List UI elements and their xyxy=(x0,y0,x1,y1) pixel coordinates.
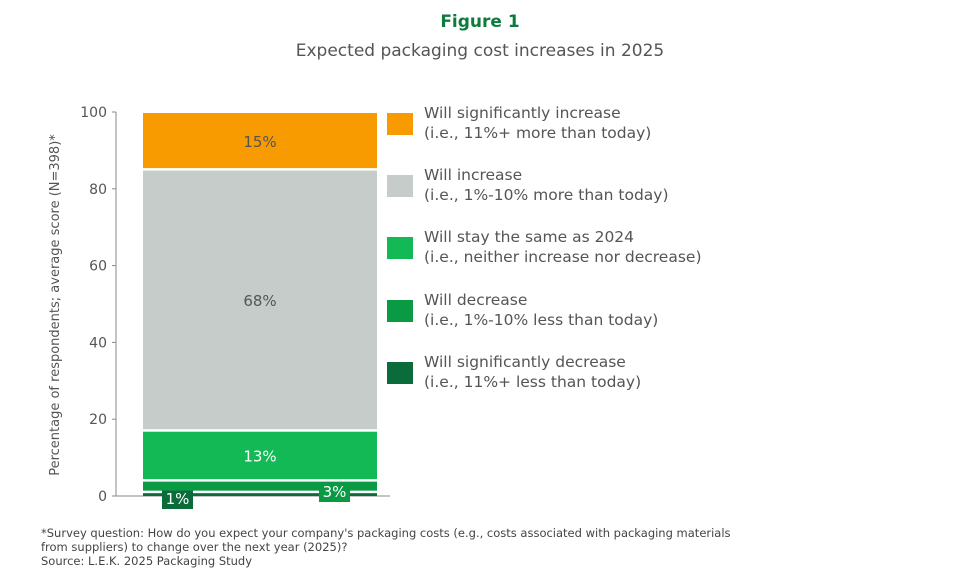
legend-sublabel: (i.e., neither increase nor decrease) xyxy=(424,248,702,266)
data-label: 1% xyxy=(166,490,190,508)
bar-segment xyxy=(143,113,377,169)
y-tick-label: 60 xyxy=(89,259,107,275)
y-tick-label: 80 xyxy=(89,182,107,198)
figure-label: Figure 1 xyxy=(440,12,519,32)
legend-item: Will stay the same as 2024 (i.e., neither… xyxy=(387,228,702,266)
data-label: 3% xyxy=(323,483,347,501)
y-axis-label: Percentage of respondents; average score… xyxy=(48,134,63,476)
data-label: 15% xyxy=(243,133,276,151)
source-note: Source: L.E.K. 2025 Packaging Study xyxy=(41,554,252,568)
y-tick-label: 20 xyxy=(89,412,107,428)
data-label-box xyxy=(162,489,193,509)
legend-swatch xyxy=(387,362,413,384)
legend-item: Will increase (i.e., 1%-10% more than tod… xyxy=(387,166,669,204)
footnote-line-2: from suppliers) to change over the next … xyxy=(41,540,347,554)
legend-swatch xyxy=(387,175,413,197)
legend-swatch xyxy=(387,113,413,135)
bar-segment xyxy=(143,431,377,480)
data-label: 68% xyxy=(243,292,276,310)
data-label: 13% xyxy=(243,448,276,466)
legend-sublabel: (i.e., 1%-10% more than today) xyxy=(424,186,669,204)
y-tick-label: 0 xyxy=(98,489,107,505)
legend-item: Will decrease (i.e., 1%-10% less than tod… xyxy=(387,291,658,329)
data-label-box xyxy=(319,482,350,502)
legend-label: Will significantly decrease xyxy=(424,353,626,371)
legend-label: Will significantly increase xyxy=(424,104,621,122)
legend-sublabel: (i.e., 1%-10% less than today) xyxy=(424,311,658,329)
legend-swatch xyxy=(387,300,413,322)
legend-label: Will increase xyxy=(424,166,522,184)
y-tick-label: 40 xyxy=(89,335,107,351)
bar-segment xyxy=(143,493,377,496)
legend-label: Will stay the same as 2024 xyxy=(424,228,634,246)
y-tick-label: 100 xyxy=(80,105,107,121)
legend-item: Will significantly increase (i.e., 11%+ m… xyxy=(387,104,651,142)
bar-segment xyxy=(143,481,377,491)
legend-swatch xyxy=(387,237,413,259)
legend-sublabel: (i.e., 11%+ more than today) xyxy=(424,124,651,142)
legend-label: Will decrease xyxy=(424,291,527,309)
legend-item: Will significantly decrease (i.e., 11%+ l… xyxy=(387,353,641,391)
bar-segment xyxy=(143,170,377,430)
legend-sublabel: (i.e., 11%+ less than today) xyxy=(424,373,641,391)
footnote-line-1: *Survey question: How do you expect your… xyxy=(41,526,731,540)
chart-title: Expected packaging cost increases in 202… xyxy=(296,41,664,61)
